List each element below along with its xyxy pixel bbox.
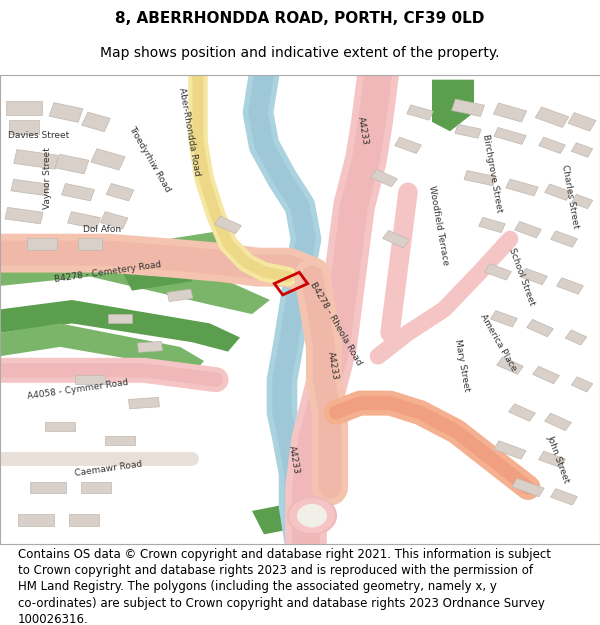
Bar <box>506 179 538 196</box>
Bar <box>6 101 42 115</box>
Bar <box>545 184 571 201</box>
Bar <box>535 107 569 128</box>
Text: John Street: John Street <box>545 434 571 484</box>
Bar <box>493 103 527 122</box>
Polygon shape <box>432 79 474 131</box>
Bar <box>515 221 541 238</box>
Bar <box>571 194 593 209</box>
Bar <box>128 398 160 409</box>
Text: Troedyrhiw Road: Troedyrhiw Road <box>127 125 173 194</box>
Bar <box>137 341 163 352</box>
Bar <box>395 137 421 154</box>
Bar <box>105 436 135 445</box>
Bar <box>383 231 409 248</box>
Bar <box>557 278 583 294</box>
Text: Map shows position and indicative extent of the property.: Map shows position and indicative extent… <box>100 46 500 59</box>
Bar <box>545 413 571 431</box>
Polygon shape <box>168 229 240 262</box>
Bar <box>485 264 511 280</box>
Bar <box>75 375 105 384</box>
Bar <box>494 441 526 459</box>
Text: America Place: America Place <box>478 312 518 372</box>
Bar <box>571 142 593 158</box>
Bar <box>49 102 83 122</box>
Bar <box>106 184 134 201</box>
Polygon shape <box>0 324 204 375</box>
Bar <box>215 216 241 234</box>
Bar <box>45 422 75 431</box>
Bar <box>78 238 102 249</box>
Text: Dol Afon: Dol Afon <box>83 225 121 234</box>
Bar <box>11 179 49 196</box>
Bar <box>167 289 193 301</box>
Bar <box>497 357 523 374</box>
Bar <box>18 514 54 526</box>
Text: HM Land Registry. The polygons (including the associated geometry, namely x, y: HM Land Registry. The polygons (includin… <box>18 580 497 593</box>
Text: co-ordinates) are subject to Crown copyright and database rights 2023 Ordnance S: co-ordinates) are subject to Crown copyr… <box>18 596 545 609</box>
Text: Woodfield Terrace: Woodfield Terrace <box>427 184 449 266</box>
Bar <box>464 171 496 186</box>
Text: Davies Street: Davies Street <box>8 131 70 141</box>
Bar <box>27 238 57 249</box>
Bar <box>512 478 544 497</box>
Text: 8, ABERRHONDDA ROAD, PORTH, CF39 0LD: 8, ABERRHONDDA ROAD, PORTH, CF39 0LD <box>115 11 485 26</box>
Circle shape <box>288 497 336 534</box>
Bar <box>5 208 43 224</box>
Polygon shape <box>0 253 270 314</box>
Polygon shape <box>0 300 240 351</box>
Polygon shape <box>120 258 192 291</box>
Text: Caemawr Road: Caemawr Road <box>74 459 142 478</box>
Bar <box>81 482 111 493</box>
Bar <box>539 137 565 154</box>
Text: 100026316.: 100026316. <box>18 612 89 625</box>
Text: Vaynor Street: Vaynor Street <box>44 147 53 209</box>
Bar <box>82 112 110 132</box>
Bar <box>100 212 128 229</box>
Bar <box>9 119 39 134</box>
Bar <box>69 514 99 526</box>
Bar <box>455 124 481 138</box>
Bar <box>452 99 484 116</box>
Bar <box>30 482 66 493</box>
Bar <box>62 184 94 201</box>
Text: A4233: A4233 <box>356 116 370 146</box>
Bar <box>539 451 565 468</box>
Text: A4233: A4233 <box>326 351 340 381</box>
Bar <box>91 149 125 170</box>
Bar <box>274 272 308 295</box>
Bar <box>479 217 505 232</box>
Bar <box>494 127 526 144</box>
Bar <box>568 112 596 131</box>
Bar <box>521 268 547 285</box>
Text: Charles Street: Charles Street <box>560 164 580 229</box>
Bar <box>108 314 132 324</box>
Text: School Street: School Street <box>508 246 536 307</box>
Circle shape <box>297 504 327 528</box>
Bar <box>565 330 587 345</box>
Bar <box>551 489 577 505</box>
Bar <box>407 105 433 120</box>
Text: A4058 - Cymmer Road: A4058 - Cymmer Road <box>27 378 129 401</box>
Bar <box>14 149 58 169</box>
Bar <box>491 311 517 327</box>
Text: Aber-Rhondda Road: Aber-Rhondda Road <box>177 86 201 176</box>
Text: Contains OS data © Crown copyright and database right 2021. This information is : Contains OS data © Crown copyright and d… <box>18 548 551 561</box>
Text: to Crown copyright and database rights 2023 and is reproduced with the permissio: to Crown copyright and database rights 2… <box>18 564 533 577</box>
Bar <box>571 377 593 392</box>
Bar <box>527 319 553 337</box>
Bar <box>68 212 100 229</box>
Text: Birchgrove Street: Birchgrove Street <box>481 134 503 213</box>
Bar <box>371 169 397 187</box>
Bar <box>509 404 535 421</box>
Polygon shape <box>252 501 312 534</box>
Bar <box>551 231 577 248</box>
Bar <box>533 366 559 384</box>
Bar <box>55 154 89 174</box>
Text: A4233: A4233 <box>287 444 301 474</box>
Text: B4278 - Cemetery Road: B4278 - Cemetery Road <box>54 260 162 284</box>
Text: B4278 - Rheola Road: B4278 - Rheola Road <box>308 280 364 367</box>
Text: Mary Street: Mary Street <box>453 339 471 392</box>
